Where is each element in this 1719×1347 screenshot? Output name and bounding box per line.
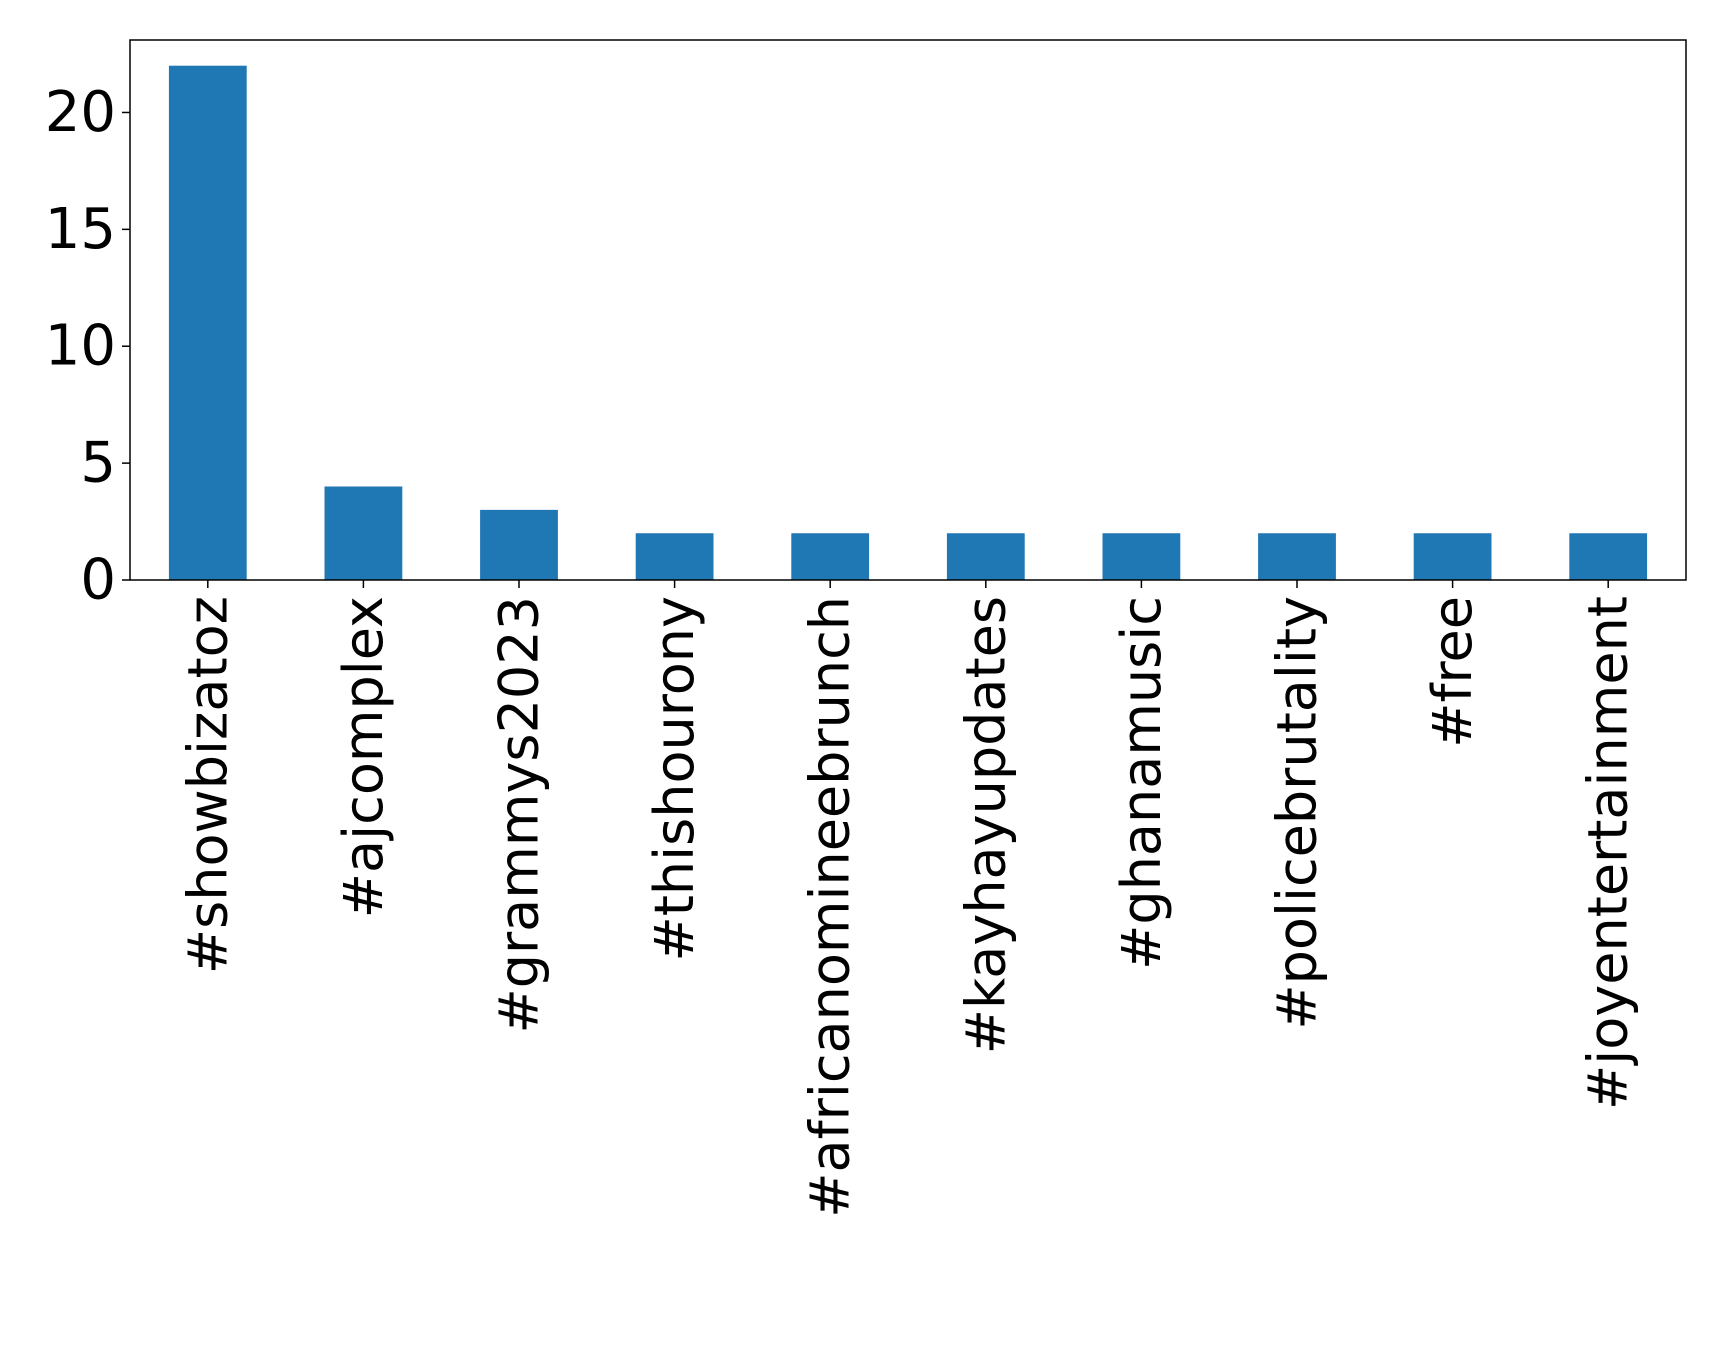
y-tick-label: 0 (80, 548, 116, 613)
bar-thishourony (635, 533, 714, 580)
x-tick-label: #joyentertainment (1577, 596, 1640, 1110)
bar-kayhayupdates (946, 533, 1025, 580)
x-axis: #showbizatoz #ajcomplex #grammys2023 #thish… (176, 580, 1640, 1218)
x-tick-label: #policebrutality (1266, 596, 1329, 1030)
bar-joyentertainment (1569, 533, 1648, 580)
bar-africanomineebrunch (791, 533, 870, 580)
y-tick-label: 10 (45, 314, 116, 379)
y-tick-label: 5 (80, 431, 116, 496)
x-tick-label: #thishourony (643, 596, 706, 962)
x-tick-label: #free (1421, 596, 1484, 748)
x-tick-label: #ghanamusic (1110, 596, 1173, 970)
x-tick-label: #showbizatoz (176, 596, 239, 974)
x-tick-label: #kayhayupdates (954, 596, 1017, 1054)
y-tick-label: 20 (45, 80, 116, 145)
bar-ajcomplex (324, 486, 403, 580)
y-axis: 0 5 10 15 20 (45, 80, 130, 613)
x-tick-label: #grammys2023 (488, 596, 551, 1034)
bar-grammys2023 (480, 509, 558, 580)
bar-showbizatoz (168, 65, 247, 580)
bar-policebrutality (1258, 533, 1336, 580)
y-tick-label: 15 (45, 197, 116, 262)
x-tick-label: #africanomineebrunch (799, 596, 862, 1218)
x-tick-label: #ajcomplex (332, 596, 395, 918)
plot-area-frame (129, 39, 1687, 581)
bar-free (1413, 533, 1492, 580)
bars-group (168, 65, 1648, 580)
bar-ghanamusic (1102, 533, 1181, 580)
